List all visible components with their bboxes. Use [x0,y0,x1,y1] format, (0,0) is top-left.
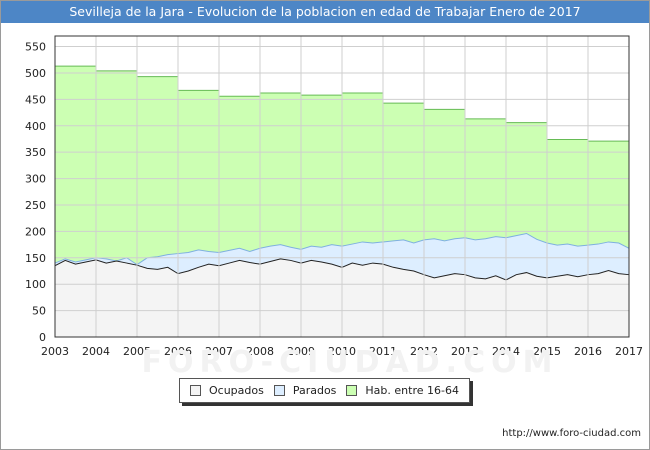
watermark: FORO-CIUDAD.COM [142,345,559,380]
x-tick-label: 2004 [82,345,110,358]
x-tick-label: 2012 [410,345,438,358]
y-tick-label: 550 [25,41,46,54]
y-tick-label: 350 [25,146,46,159]
legend-swatch-habitantes [346,385,358,396]
x-tick-label: 2013 [451,345,479,358]
legend-label-habitantes: Hab. entre 16-64 [365,384,459,397]
legend-item-ocupados: Ocupados [189,384,264,397]
y-tick-label: 200 [25,225,46,238]
y-tick-label: 500 [25,67,46,80]
x-tick-label: 2003 [41,345,69,358]
x-tick-label: 2016 [574,345,602,358]
x-tick-label: 2017 [615,345,643,358]
y-tick-label: 50 [32,305,46,318]
x-tick-label: 2011 [369,345,397,358]
y-tick-label: 450 [25,93,46,106]
y-tick-label: 150 [25,252,46,265]
x-tick-label: 2014 [492,345,520,358]
plot-border [54,35,630,338]
y-tick-label: 300 [25,173,46,186]
x-tick-label: 2006 [164,345,192,358]
legend-swatch-ocupados [189,385,201,396]
x-tick-label: 2009 [287,345,315,358]
y-tick-label: 100 [25,278,46,291]
x-tick-label: 2008 [246,345,274,358]
x-tick-label: 2015 [533,345,561,358]
x-tick-label: 2007 [205,345,233,358]
source-url[interactable]: http://www.foro-ciudad.com [502,428,641,439]
y-tick-label: 0 [39,331,46,344]
y-tick-label: 400 [25,120,46,133]
x-tick-label: 2010 [328,345,356,358]
x-tick-label: 2005 [123,345,151,358]
y-tick-label: 250 [25,199,46,212]
legend-swatch-parados [273,385,285,396]
chart-title: Sevilleja de la Jara - Evolucion de la p… [1,1,649,23]
legend-item-habitantes: Hab. entre 16-64 [346,384,459,397]
legend-label-ocupados: Ocupados [208,384,264,397]
legend-item-parados: Parados [273,384,337,397]
legend: Ocupados Parados Hab. entre 16-64 [179,378,470,403]
legend-label-parados: Parados [292,384,337,397]
